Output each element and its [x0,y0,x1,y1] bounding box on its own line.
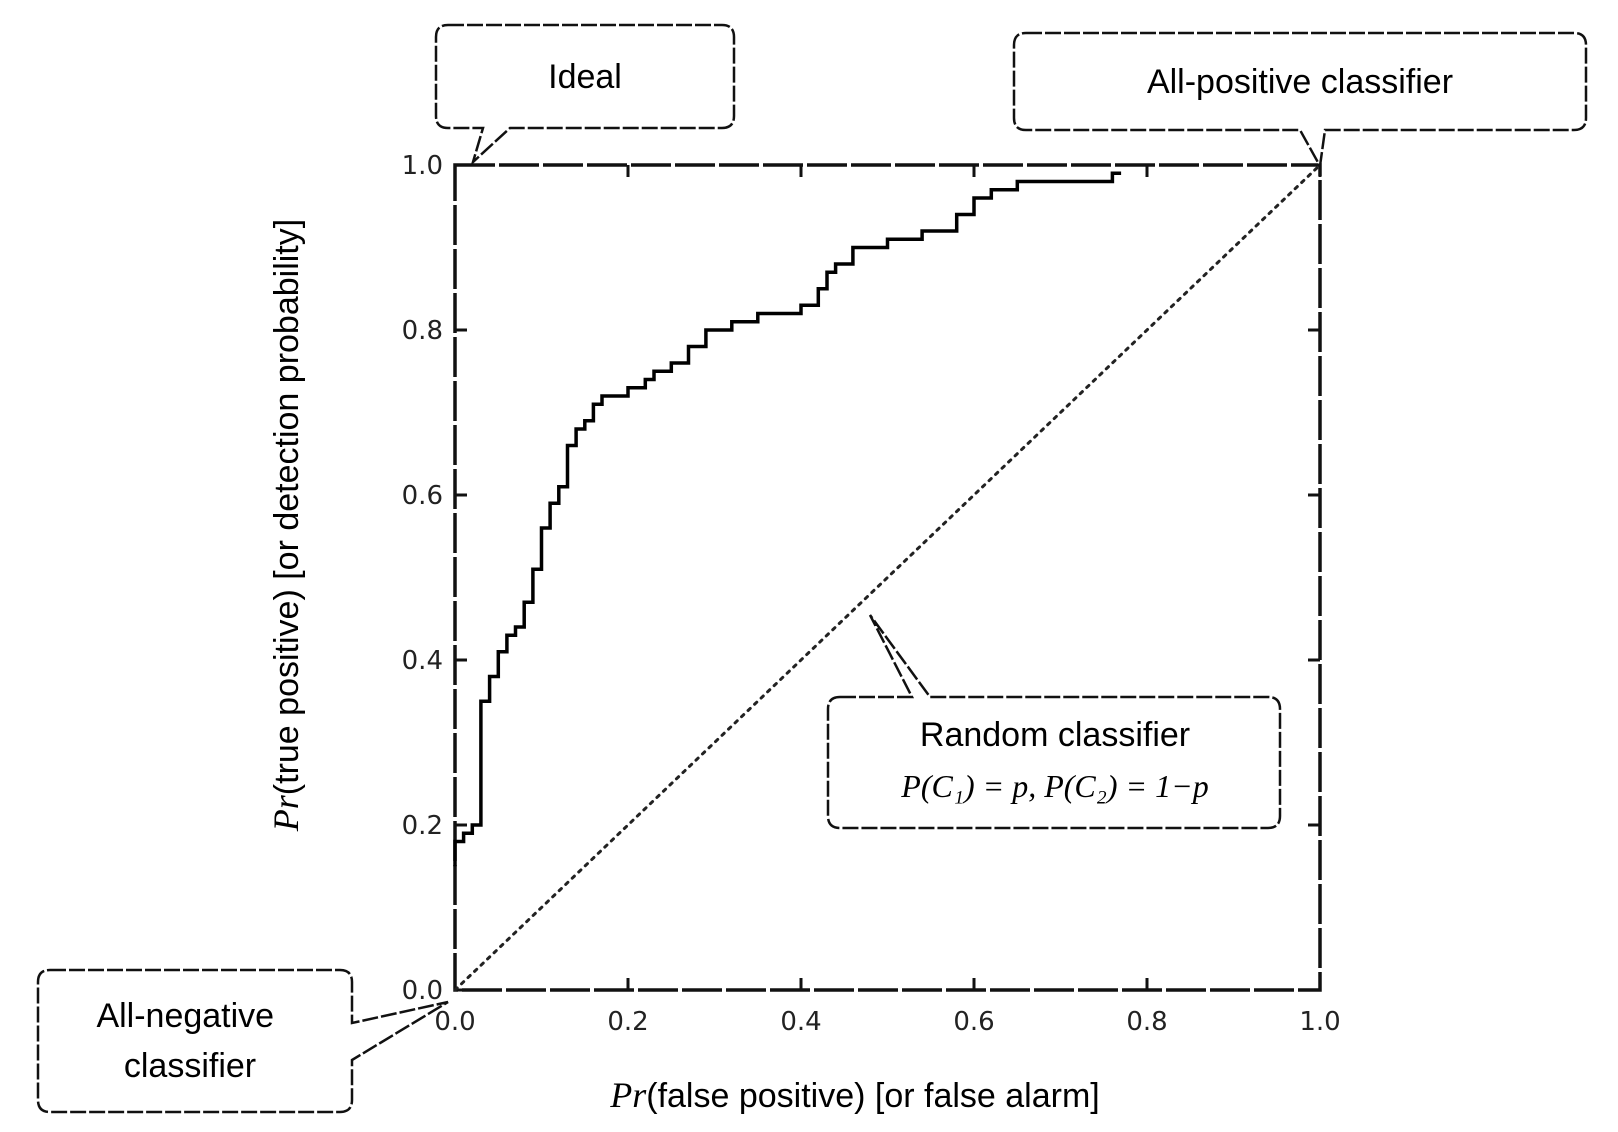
x-tick-label: 0.8 [1126,1007,1167,1037]
plot-frame [453,163,1322,992]
x-tick-label: 0.2 [607,1007,648,1037]
x-tick-label: 0.0 [434,1007,475,1037]
callout-random-formula: P(C₁) = p, P(C₂) = 1−p [900,768,1208,804]
callout-all-positive-text: All-positive classifier [1147,63,1453,101]
y-axis-title-var: Pr [266,794,306,832]
callout-all-negative-text: All-negative classifier [96,997,283,1085]
callout-random: Random classifier P(C₁) = p, P(C₂) = 1−p [826,614,1282,830]
y-tick-label: 0.4 [402,646,443,676]
x-axis-title-text: (false positive) [or false alarm] [646,1077,1100,1115]
callout-random-title: Random classifier [920,716,1190,754]
y-tick-label: 1.0 [402,151,443,181]
y-tick-label: 0.6 [402,481,443,511]
x-tick-label: 0.4 [780,1007,821,1037]
random-classifier-line [453,163,1322,992]
y-axis-title: Pr(true positive) [or detection probabil… [266,219,306,832]
x-tick-label: 1.0 [1299,1007,1340,1037]
callout-all-positive: All-positive classifier [1012,31,1588,170]
callout-all-negative: All-negative classifier [36,968,449,1114]
callout-ideal-text: Ideal [548,58,622,96]
y-tick-label: 0.0 [402,976,443,1006]
roc-curve [453,171,1122,867]
y-axis-title-text: (true positive) [or detection probabilit… [268,219,306,795]
x-axis-title-var: Pr [609,1075,647,1115]
x-tick-label: 0.6 [953,1007,994,1037]
callout-ideal: Ideal [434,23,736,166]
y-tick-label: 0.8 [402,316,443,346]
x-axis-title: Pr(false positive) [or false alarm] [609,1075,1100,1115]
y-tick-label: 0.2 [402,811,443,841]
axis-tick-labels: 0.0 0.2 0.4 0.6 0.8 1.0 0.0 0.2 0.4 0.6 0.8 1.0 [402,151,1341,1037]
